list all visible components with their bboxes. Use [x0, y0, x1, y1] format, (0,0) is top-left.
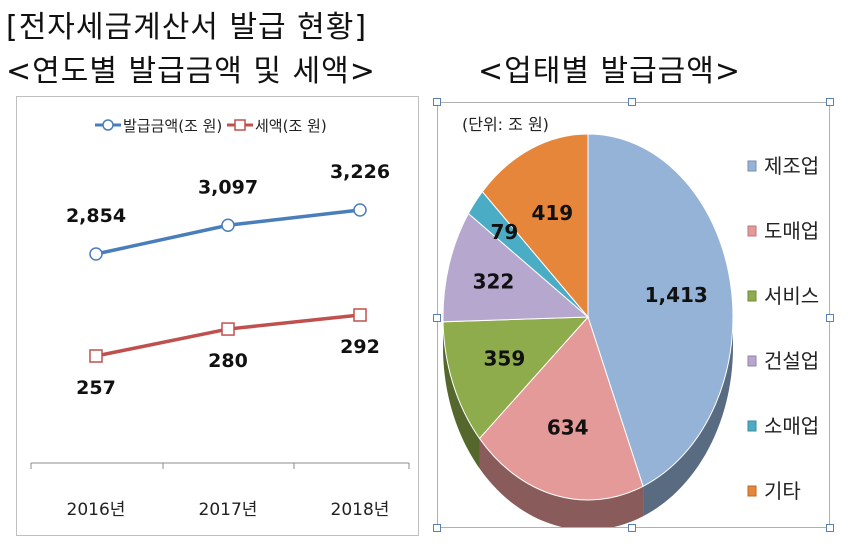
pie-slice-side [443, 321, 480, 469]
data-point [89, 247, 103, 261]
pie-slice [481, 133, 589, 319]
legend-label: 제조업 [764, 154, 819, 178]
slice-value-label: 322 [473, 270, 515, 294]
pie-slice [442, 316, 590, 440]
pie-slice [478, 316, 644, 501]
unit-note: (단위: 조 원) [462, 115, 549, 134]
legend-label: 세액(조 원) [255, 117, 327, 135]
data-point [353, 203, 367, 217]
line-chart-heading: <연도별 발급금액 및 세액> [6, 54, 376, 89]
legend-swatch [747, 290, 757, 302]
data-label: 2,854 [66, 205, 126, 227]
x-tick-label: 2016년 [67, 500, 126, 520]
slice-value-label: 419 [531, 201, 573, 225]
pie-slice-side [643, 317, 733, 517]
data-point [353, 308, 367, 322]
legend-swatch [747, 355, 757, 367]
data-label: 3,226 [330, 161, 390, 183]
pie-slice-side [479, 438, 644, 530]
legend-swatch [747, 485, 757, 497]
legend-label: 기타 [764, 479, 801, 503]
legend-marker [234, 119, 246, 131]
legend-label: 건설업 [764, 349, 819, 373]
slice-value-label: 79 [490, 220, 518, 244]
slice-value-label: 1,413 [645, 283, 708, 307]
line-chart-panel: 2016년 2017년 2018년 발급금액(조 원) 세액(조 원) 2,854 3,09… [16, 96, 419, 536]
x-tick-label: 2017년 [199, 500, 258, 520]
line-chart: 2016년 2017년 2018년 발급금액(조 원) 세액(조 원) 2,854 3,09… [30, 117, 410, 520]
data-point [89, 349, 103, 363]
pie-slice [442, 212, 590, 323]
slice-value-label: 359 [484, 347, 526, 371]
page-title: [전자세금계산서 발급 현황] [6, 10, 368, 45]
data-point [221, 322, 235, 336]
legend-swatch [747, 160, 757, 172]
slice-value-label: 634 [547, 416, 589, 440]
legend-label: 서비스 [764, 284, 819, 308]
legend-marker [102, 119, 114, 131]
legend-label: 도매업 [764, 219, 819, 243]
pie-chart-heading: <업태별 발급금액> [478, 54, 742, 89]
legend-swatch [747, 420, 757, 432]
data-point [221, 218, 235, 233]
pie-chart: (단위: 조 원) 1,413 634 359 322 79 419 제조업도매업서비스건설업… [442, 115, 819, 530]
data-label: 280 [208, 350, 248, 372]
pie-slice [587, 133, 734, 488]
data-label: 292 [340, 336, 380, 358]
data-label: 3,097 [198, 176, 258, 198]
legend-swatch [747, 225, 757, 237]
x-tick-label: 2018년 [331, 500, 390, 520]
legend-label: 소매업 [764, 414, 819, 438]
legend-label: 발급금액(조 원) [123, 117, 222, 135]
data-label: 257 [76, 377, 116, 399]
